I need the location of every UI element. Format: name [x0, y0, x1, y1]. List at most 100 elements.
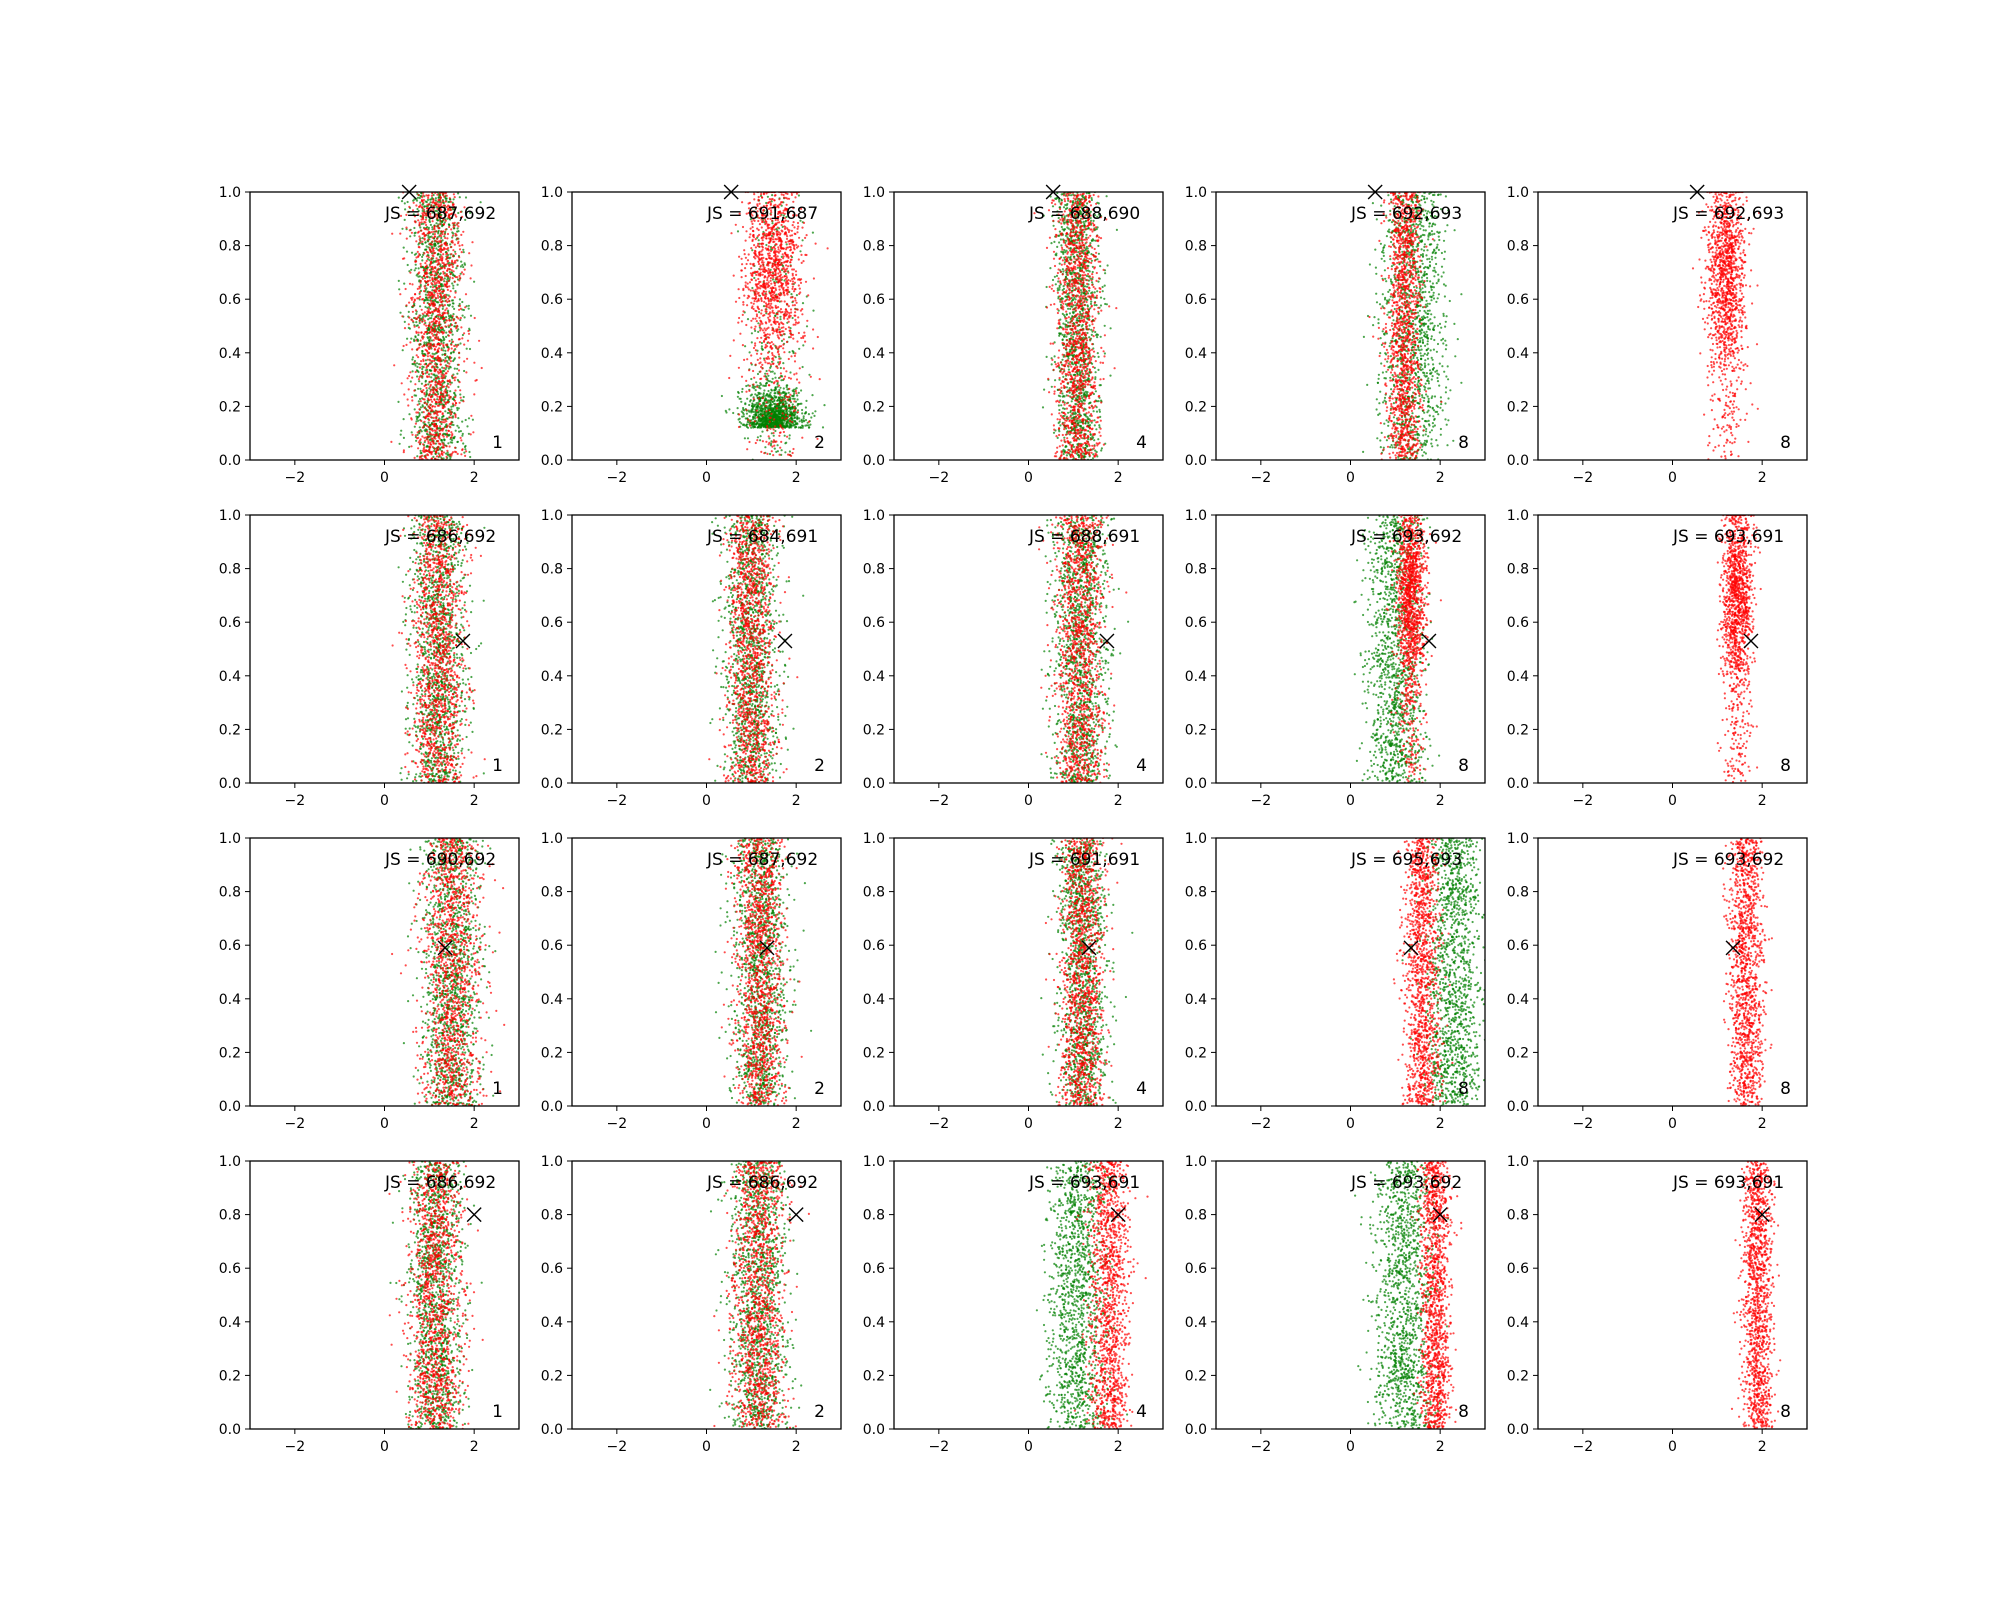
red-point — [424, 383, 428, 386]
red-point — [751, 274, 754, 277]
red-point — [745, 262, 748, 266]
green-point — [813, 414, 816, 417]
red-point — [783, 212, 786, 215]
green-point — [418, 292, 421, 295]
red-point — [747, 202, 750, 205]
green-point — [410, 251, 414, 254]
red-point — [782, 430, 786, 434]
red-point — [431, 216, 434, 219]
red-point — [780, 399, 783, 402]
red-point — [426, 268, 429, 271]
red-point — [473, 393, 476, 396]
red-point — [411, 399, 414, 402]
green-point — [756, 372, 760, 376]
green-point — [446, 453, 449, 456]
red-point — [444, 403, 447, 406]
red-point — [771, 262, 774, 265]
red-point — [793, 277, 796, 280]
red-point — [420, 419, 423, 423]
red-point — [423, 319, 426, 322]
green-point — [460, 399, 463, 402]
green-point — [451, 282, 454, 285]
red-point — [409, 371, 412, 374]
red-point — [755, 295, 758, 298]
green-point — [440, 422, 443, 426]
red-point — [437, 375, 440, 378]
red-point — [785, 237, 789, 240]
green-point — [434, 442, 437, 445]
green-point — [404, 208, 407, 211]
red-point — [434, 235, 437, 238]
red-point — [415, 339, 418, 342]
red-point — [448, 268, 451, 271]
green-point — [463, 263, 467, 266]
red-point — [422, 301, 426, 304]
green-point — [760, 341, 764, 345]
red-point — [768, 369, 771, 372]
green-point — [796, 404, 799, 407]
green-point — [799, 426, 802, 429]
green-point — [399, 311, 402, 314]
red-point — [455, 223, 459, 226]
red-point — [780, 286, 783, 289]
red-point — [429, 311, 432, 314]
green-point — [770, 432, 773, 435]
green-point — [754, 389, 757, 392]
red-point — [431, 405, 434, 408]
green-point — [782, 425, 785, 428]
green-point — [784, 451, 787, 454]
red-point — [418, 456, 421, 459]
red-point — [420, 331, 423, 334]
green-point — [403, 202, 406, 205]
red-point — [427, 283, 430, 286]
red-point — [803, 334, 806, 337]
green-point — [429, 201, 432, 204]
green-point — [757, 426, 760, 429]
red-point — [755, 409, 758, 412]
red-point — [407, 404, 410, 407]
red-point — [790, 254, 793, 258]
red-point — [754, 238, 757, 241]
red-point — [408, 205, 411, 208]
red-point — [779, 237, 782, 240]
red-point — [801, 313, 804, 316]
red-point — [439, 381, 442, 384]
red-point — [753, 210, 756, 213]
red-point — [789, 249, 792, 252]
green-point — [425, 248, 428, 251]
red-point — [399, 214, 403, 217]
green-point — [431, 226, 434, 229]
green-point — [446, 253, 450, 257]
green-point — [425, 216, 428, 219]
red-point — [442, 446, 445, 449]
red-point — [796, 340, 799, 343]
red-point — [797, 316, 800, 319]
red-point — [433, 343, 436, 346]
red-point — [764, 286, 767, 289]
red-point — [412, 304, 415, 307]
green-point — [418, 275, 421, 278]
green-point — [776, 450, 780, 453]
red-point — [771, 197, 774, 201]
red-point — [433, 277, 436, 280]
red-point — [453, 243, 456, 246]
red-point — [449, 383, 452, 386]
red-point — [729, 354, 732, 357]
green-point — [748, 351, 751, 354]
green-point — [751, 423, 754, 426]
red-point — [430, 443, 433, 446]
red-point — [826, 247, 829, 250]
red-point — [454, 389, 457, 392]
green-point — [424, 305, 427, 308]
green-point — [428, 369, 431, 372]
green-point — [784, 400, 787, 403]
green-point — [452, 437, 455, 440]
red-point — [766, 372, 769, 375]
red-point — [436, 308, 440, 311]
green-point — [801, 408, 804, 412]
green-point — [442, 359, 445, 362]
red-point — [760, 336, 763, 339]
green-point — [428, 328, 431, 331]
green-point — [802, 417, 805, 420]
red-point — [427, 440, 430, 443]
